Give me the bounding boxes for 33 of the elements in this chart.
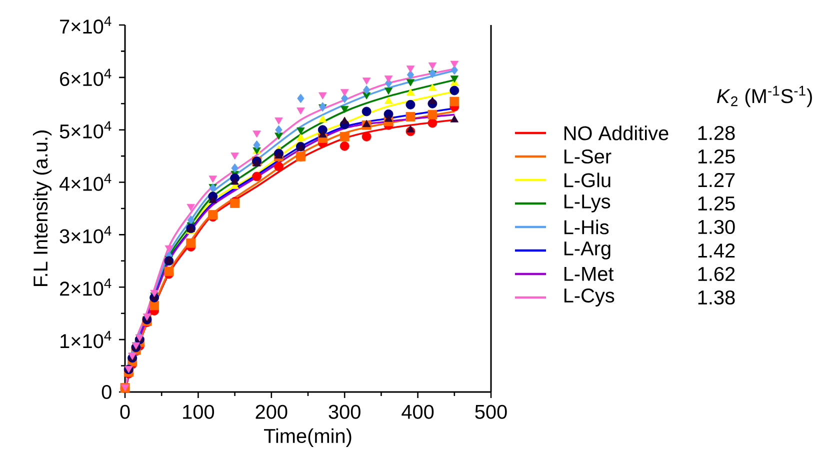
x-tick-label: 100 xyxy=(183,404,214,419)
text: 1.28 xyxy=(698,126,735,140)
legend-label: L-Ser xyxy=(564,149,612,164)
x-tick-label: 200 xyxy=(256,404,288,419)
text: 1.42 xyxy=(698,244,735,258)
text: 1.62 xyxy=(698,266,735,282)
text: 1.38 xyxy=(698,290,735,305)
legend-title: K$_{2}$ (M$^{-1}$S$^{-1}$) xyxy=(717,86,812,108)
text: 1.30 xyxy=(698,220,735,234)
legend-label: L-Cys xyxy=(564,288,614,307)
x-tick-label: 300 xyxy=(328,404,360,419)
y-tick-label: 3×10$^{4}$ xyxy=(60,226,112,244)
text: 1.25 xyxy=(698,196,735,211)
text: 1.27 xyxy=(698,173,735,187)
x-tick-label: 400 xyxy=(402,404,434,419)
legend-label: L-Glu xyxy=(564,172,610,188)
y-tick-label: 2×10$^{4}$ xyxy=(60,278,112,296)
y-tick-label: 4×10$^{4}$ xyxy=(59,174,112,191)
legend-label: L-His xyxy=(564,220,609,234)
y-tick-label: 6×10$^{4}$ xyxy=(60,68,112,86)
y-axis-title: F.L Intensity (a.u.) xyxy=(32,130,52,286)
y-tick-label: 5×10$^{4}$ xyxy=(60,121,112,138)
x-tick-label: 0 xyxy=(120,404,130,419)
legend-label: L-Arg xyxy=(564,242,610,260)
text: 1.25 xyxy=(698,149,735,164)
legend-label: NO Additive xyxy=(564,126,668,140)
y-tick-label: 1×10$^{4}$ xyxy=(60,330,112,348)
legend-label: L-Lys xyxy=(564,194,610,212)
x-axis-title: Time(min) xyxy=(264,428,352,447)
x-tick-label: 500 xyxy=(475,404,507,419)
legend-label: L-Met xyxy=(564,267,614,281)
y-tick-label: 7×10$^{4}$ xyxy=(60,16,112,34)
y-tick-label: 0 xyxy=(102,384,112,400)
